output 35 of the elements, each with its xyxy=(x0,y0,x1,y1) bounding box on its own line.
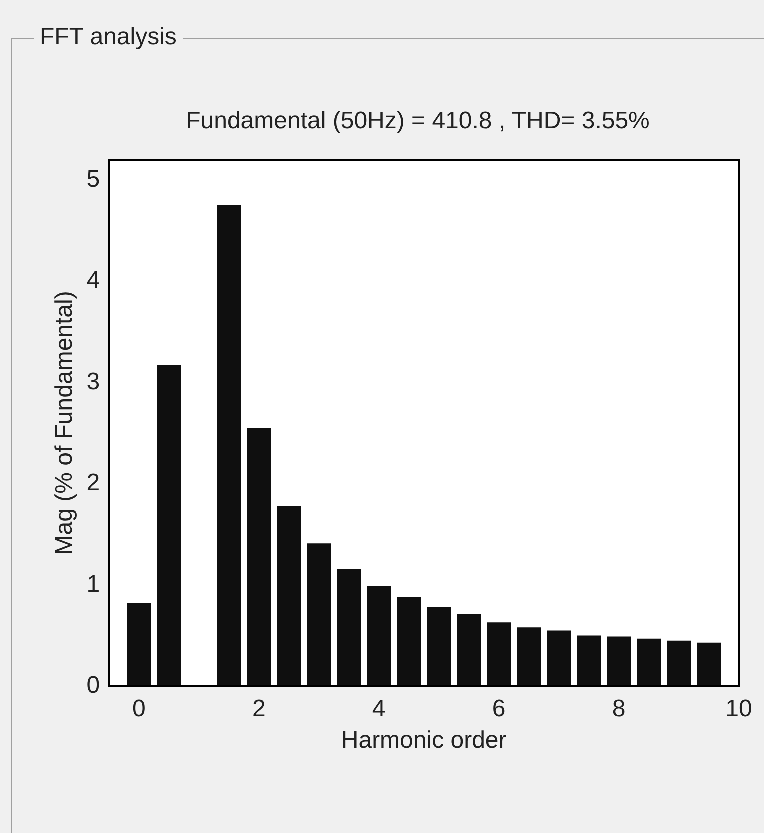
y-tick-label: 0 xyxy=(86,672,100,700)
x-tick-label: 2 xyxy=(252,695,266,722)
bar xyxy=(247,428,272,686)
bar xyxy=(367,586,392,686)
bar xyxy=(277,506,302,686)
y-tick-label: 1 xyxy=(86,570,100,598)
y-tick-label: 5 xyxy=(86,166,100,193)
chart-subtitle: Fundamental (50Hz) = 410.8 , THD= 3.55% xyxy=(186,108,650,135)
bar xyxy=(667,640,692,686)
chart-title: FFT analysis xyxy=(40,24,177,51)
bar xyxy=(127,603,152,686)
y-tick-label: 4 xyxy=(86,267,100,294)
x-tick-label: 10 xyxy=(726,695,752,722)
bar xyxy=(577,636,602,686)
bar xyxy=(457,614,482,686)
bar xyxy=(337,568,362,686)
bar xyxy=(487,622,512,686)
bar xyxy=(427,607,452,686)
bar xyxy=(607,636,632,686)
bar xyxy=(637,638,662,686)
bar xyxy=(547,630,572,686)
bar xyxy=(157,366,182,686)
bar xyxy=(517,628,542,686)
x-tick-label: 8 xyxy=(612,695,626,722)
y-tick-label: 3 xyxy=(86,368,100,396)
y-tick-label: 2 xyxy=(86,470,100,497)
bar xyxy=(397,597,422,686)
x-tick-label: 4 xyxy=(372,695,386,722)
y-axis-title: Mag (% of Fundamental) xyxy=(51,291,78,556)
x-axis-title: Harmonic order xyxy=(341,727,507,754)
x-tick-label: 6 xyxy=(492,695,506,722)
bar xyxy=(697,642,722,686)
x-tick-label: 0 xyxy=(132,695,146,722)
bar xyxy=(217,206,242,686)
bar xyxy=(307,544,332,686)
